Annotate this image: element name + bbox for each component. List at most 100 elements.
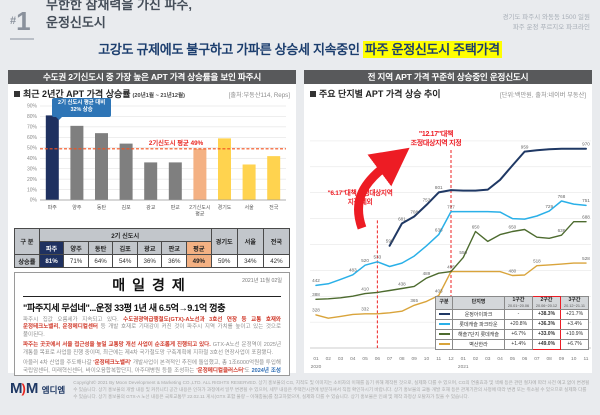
series-color-swatch (438, 342, 450, 346)
news-body: 파주시 집값 오름세가 지속되고 있다. 수도권광역급행철도(GTX)-A노선과… (23, 317, 281, 376)
main-headline: 고강도 규제에도 불구하고 가파른 상승세 지속중인 파주 운정신도시 주택가격 (0, 39, 600, 58)
table-cell: +6.7% (560, 338, 589, 350)
svg-text:판교: 판교 (171, 204, 181, 211)
annotation-1217-line1: "12.17"대책 (418, 131, 454, 138)
page-title-line1: 무한한 잠재력을 가진 파주, (46, 0, 193, 12)
svg-text:550: 550 (459, 250, 467, 255)
svg-text:442: 442 (312, 278, 320, 283)
svg-text:636: 636 (558, 228, 566, 233)
news-headline: "파주지세 무섭네"...운정 33평 1년 새 6.5억→9.1억 껑충 (23, 303, 226, 313)
logo-m2: M (25, 380, 38, 397)
svg-text:양주: 양주 (72, 204, 82, 211)
svg-text:01: 01 (461, 356, 467, 362)
line-chart-title: 주요 단지별 APT 가격 상승 추이 (319, 89, 441, 99)
table-cell: 71% (63, 254, 89, 268)
svg-text:07: 07 (387, 356, 393, 362)
logo-korean-name: 엠디엠 (41, 385, 66, 395)
svg-text:서울: 서울 (244, 204, 254, 211)
svg-text:388: 388 (312, 292, 320, 297)
svg-text:김포: 김포 (121, 204, 131, 211)
logo-m1: M (10, 380, 22, 397)
comparison-table: 구 분 2기 신도시 경기도 서울 전국 파주 양주 동탄 김포 광교 판교 평균 상승률 81% 71% 6… (14, 228, 291, 268)
right-panel: 전 지역 APT 가격 꾸준히 상승중인 운정신도시 주요 단지별 APT 가격… (304, 70, 592, 373)
svg-text:410: 410 (361, 286, 369, 291)
svg-text:평균: 평균 (195, 211, 205, 218)
svg-text:70%: 70% (27, 125, 38, 131)
left-section-title: 수도권 2기신도시 중 가장 높은 APT 가격 상승률을 보인 파주시 (8, 70, 296, 84)
table-row: 벽산한라 +1.4% +49.0% +6.7% (435, 338, 589, 350)
page-title: 무한한 잠재력을 가진 파주, 운정신도시 (46, 0, 192, 31)
table-cell: +1.4% (504, 338, 533, 350)
svg-text:650: 650 (509, 224, 517, 229)
svg-text:403: 403 (435, 288, 443, 293)
line-chart-legend-table: 구분 단지명 1구간 20.01~20.06 2구간 20.06~20.12 3구간 20.1… (435, 296, 589, 350)
svg-text:03: 03 (338, 356, 344, 362)
svg-text:751: 751 (582, 198, 590, 203)
table-cell: 42% (262, 254, 291, 268)
svg-text:708: 708 (410, 209, 418, 214)
svg-text:2기신도시: 2기신도시 (189, 204, 210, 211)
svg-text:파주: 파주 (48, 204, 58, 211)
svg-text:970: 970 (582, 142, 590, 147)
svg-text:801: 801 (435, 185, 443, 190)
annotation-1217: "12.17"대책 조정대상지역 지정 (380, 130, 492, 148)
bullet-square-icon (310, 91, 316, 97)
svg-text:533: 533 (374, 255, 382, 260)
bar-chart-header: 최근 2년간 APT 가격 상승률 (20년1월 ~ 21년12월) [출처:부… (8, 84, 296, 99)
svg-text:12: 12 (448, 356, 454, 362)
svg-text:전국: 전국 (269, 204, 279, 211)
series-color-swatch (438, 322, 450, 326)
table-row: 롯데캐슬 파크타운 +20.8% +36.3% +3.4% (435, 318, 589, 330)
svg-text:10: 10 (571, 356, 577, 362)
bar-chart-svg: 0% 10% 20% 30% 40% 50% 60% 70% 80% 90% 파주 양주 동탄 김포 광교 판… (27, 104, 286, 218)
news-date: 2021년 11월 02일 (242, 278, 282, 284)
table-cell: 36% (136, 254, 163, 268)
headline-highlight: 파주 운정신도시 주택가격 (362, 41, 502, 58)
svg-text:02: 02 (473, 356, 479, 362)
svg-text:60%: 60% (27, 135, 38, 141)
table-cell: 해솔7단지 롯데캐슬 (452, 328, 505, 340)
svg-text:438: 438 (398, 281, 406, 286)
table-cell: +38.3% (532, 308, 561, 320)
svg-text:07: 07 (534, 356, 540, 362)
svg-text:03: 03 (485, 356, 491, 362)
line-chart-header: 주요 단지별 APT 가격 상승 추이 [단위:백만원, 출처:네이버 부동산] (304, 84, 592, 99)
table-row: 구분 단지명 1구간 20.01~20.06 2구간 20.06~20.12 3구간 20.1… (435, 296, 589, 310)
svg-text:650: 650 (472, 224, 480, 229)
bar-chart-callout: 2기 신도시 평균 대비 32% 상승 (52, 98, 112, 120)
svg-text:동탄: 동탄 (97, 204, 107, 211)
svg-text:489: 489 (423, 271, 431, 276)
svg-text:2021: 2021 (458, 364, 469, 370)
svg-text:520: 520 (361, 258, 369, 263)
svg-text:20%: 20% (27, 177, 38, 183)
table-cell: +20.8% (504, 318, 533, 330)
svg-text:480: 480 (509, 268, 517, 273)
svg-text:768: 768 (558, 194, 566, 199)
table-cell: 벽산한라 (452, 338, 505, 350)
bar-chart-title: 최근 2년간 APT 가격 상승률 (23, 89, 131, 99)
svg-text:688: 688 (582, 214, 590, 219)
series-color-swatch (438, 312, 450, 316)
table-row: 운정아이파크 - +38.3% +21.7% (435, 308, 589, 320)
mdm-logo: M)M 엠디엠 (10, 380, 65, 401)
svg-text:727: 727 (447, 204, 455, 209)
svg-text:50%: 50% (27, 145, 38, 151)
svg-text:638: 638 (435, 227, 443, 232)
svg-text:08: 08 (399, 356, 405, 362)
table-cell: - (504, 308, 533, 320)
svg-text:경기도: 경기도 (218, 204, 232, 211)
svg-text:11: 11 (436, 356, 441, 362)
rising-arrow-icon (354, 147, 410, 230)
slide-number: #1 (10, 6, 34, 40)
svg-text:332: 332 (361, 307, 369, 312)
svg-text:06: 06 (522, 356, 528, 362)
svg-text:528: 528 (582, 256, 590, 261)
project-location: 경기도 파주시 와동동 1500 일원 파주 운정 푸르지오 파크라인 (503, 13, 590, 33)
table-cell: 롯데캐슬 파크타운 (452, 318, 505, 330)
svg-text:595: 595 (386, 239, 394, 244)
table-row: 해솔7단지 롯데캐슬 +6.7% +33.0% +10.9% (435, 328, 589, 340)
svg-text:02: 02 (326, 356, 332, 362)
svg-text:729: 729 (545, 204, 553, 209)
svg-text:06: 06 (375, 356, 381, 362)
